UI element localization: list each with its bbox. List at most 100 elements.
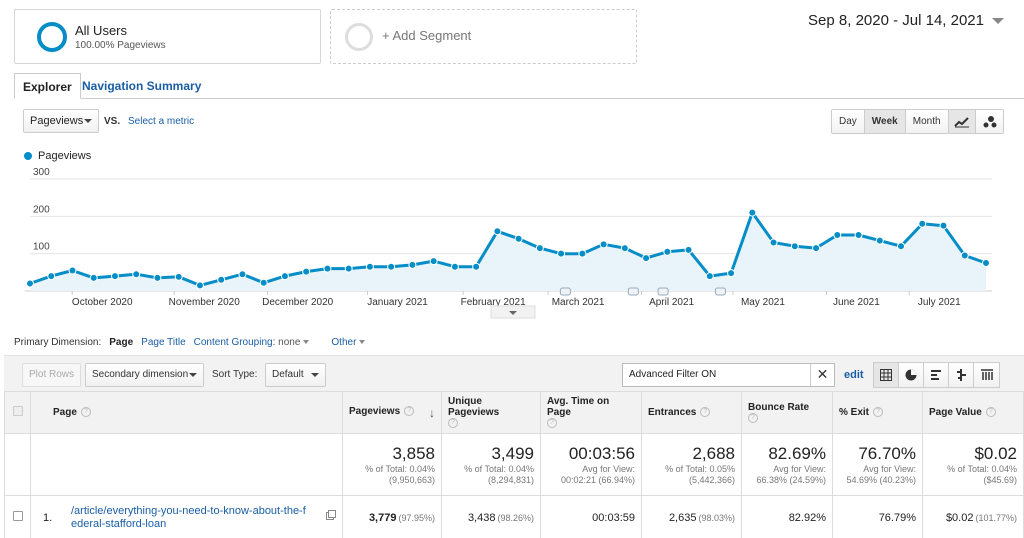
edit-filter-link[interactable]: edit (844, 369, 864, 381)
chart-point[interactable] (727, 269, 736, 278)
pivot-view-button[interactable] (974, 363, 999, 387)
table-row[interactable]: 1. /article/everything-you-need-to-know-… (4, 495, 1024, 538)
chart-point[interactable] (918, 219, 927, 228)
chart-point[interactable] (875, 236, 884, 245)
chart-point[interactable] (705, 272, 714, 281)
date-range-picker[interactable]: Sep 8, 2020 - Jul 14, 2021 (808, 12, 1004, 29)
select-metric-link[interactable]: Select a metric (128, 116, 195, 127)
chart-point[interactable] (684, 245, 693, 254)
add-segment-button[interactable]: + Add Segment (330, 9, 637, 64)
sort-type-dropdown[interactable]: Default (265, 363, 326, 387)
chart-point[interactable] (195, 281, 204, 290)
col-pageviews[interactable]: Pageviews? ↓ (342, 391, 442, 434)
chart-point[interactable] (557, 249, 566, 258)
percentage-view-button[interactable] (899, 363, 924, 387)
chart-point[interactable] (450, 262, 459, 271)
chart-point[interactable] (217, 275, 226, 284)
chart-point[interactable] (769, 238, 778, 247)
chart-collapse-handle[interactable] (490, 305, 536, 319)
tab-navigation-summary[interactable]: Navigation Summary (82, 79, 202, 93)
performance-view-button[interactable] (924, 363, 949, 387)
col-entrances[interactable]: Entrances? (641, 391, 742, 434)
row-checkbox[interactable] (12, 511, 23, 521)
chart-point[interactable] (153, 273, 162, 282)
col-bounce-rate[interactable]: Bounce Rate? (741, 391, 833, 434)
chart-point[interactable] (620, 244, 629, 253)
chart-point[interactable] (323, 264, 332, 273)
metric-dropdown[interactable]: Pageviews (23, 109, 99, 133)
help-icon[interactable]: ? (80, 407, 91, 418)
annotation-markers[interactable] (559, 287, 726, 296)
annotation-marker-icon[interactable] (559, 287, 571, 296)
help-icon[interactable]: ? (404, 405, 415, 416)
open-page-icon[interactable] (326, 510, 336, 520)
tab-explorer[interactable]: Explorer (14, 73, 81, 99)
chart-point[interactable] (642, 254, 651, 263)
chart-point[interactable] (854, 231, 863, 239)
chart-point[interactable] (47, 272, 56, 281)
chart-point[interactable] (472, 262, 481, 271)
month-button[interactable]: Month (905, 110, 948, 133)
chart-point[interactable] (599, 240, 608, 249)
chart-point[interactable] (344, 264, 353, 273)
chart-point[interactable] (748, 208, 757, 217)
chart-point[interactable] (897, 242, 906, 251)
comparison-view-button[interactable] (949, 363, 974, 387)
chart-point[interactable] (408, 260, 417, 269)
col-avg-time[interactable]: Avg. Time on Page? (540, 391, 642, 434)
day-button[interactable]: Day (832, 110, 865, 133)
chart-point[interactable] (833, 231, 842, 239)
help-icon[interactable]: ? (873, 407, 884, 418)
chart-point[interactable] (535, 244, 544, 253)
help-icon[interactable]: ? (547, 418, 557, 429)
segment-all-users[interactable]: All Users 100.00% Pageviews (14, 9, 321, 64)
dimension-page[interactable]: Page (109, 337, 134, 348)
dimension-page-title[interactable]: Page Title (141, 337, 186, 348)
chart-point[interactable] (132, 270, 141, 279)
select-all-checkbox[interactable] (12, 406, 23, 416)
col-page-value[interactable]: Page Value? (922, 391, 1024, 434)
chart-point[interactable] (302, 267, 311, 276)
chart-point[interactable] (174, 272, 183, 281)
annotation-marker-icon[interactable] (657, 287, 669, 296)
chart-point[interactable] (68, 266, 77, 275)
chart-point[interactable] (238, 270, 247, 279)
col-unique-pageviews[interactable]: Unique Pageviews? (441, 391, 541, 434)
row-page-link[interactable]: /article/everything-you-need-to-know-abo… (71, 505, 318, 531)
chart-point[interactable] (89, 273, 98, 282)
content-grouping-dropdown[interactable]: Content Grouping: none (194, 337, 310, 348)
motion-chart-button[interactable] (976, 110, 1003, 133)
week-button[interactable]: Week (864, 110, 906, 133)
chart-point[interactable] (790, 242, 799, 251)
chart-point[interactable] (939, 221, 948, 230)
secondary-dimension-dropdown[interactable]: Secondary dimension (85, 363, 204, 387)
chart-point[interactable] (663, 247, 672, 256)
other-dimension-dropdown[interactable]: Other (331, 337, 366, 348)
help-icon[interactable]: ? (985, 407, 996, 418)
col-exit[interactable]: % Exit? (832, 391, 923, 434)
chart-point[interactable] (110, 272, 119, 281)
chart-point[interactable] (514, 234, 523, 243)
help-icon[interactable]: ? (448, 418, 458, 429)
line-chart-button[interactable] (949, 110, 976, 133)
chart-point[interactable] (960, 251, 969, 260)
chart-point[interactable] (578, 249, 587, 258)
chart-point[interactable] (280, 272, 289, 281)
plot-rows-button[interactable]: Plot Rows (22, 363, 82, 387)
chart-point[interactable] (982, 259, 990, 267)
col-page[interactable]: Page? (30, 391, 343, 434)
annotation-marker-icon[interactable] (627, 287, 639, 296)
help-icon[interactable]: ? (748, 412, 758, 423)
chart-point[interactable] (812, 244, 821, 253)
advanced-filter-field[interactable]: Advanced Filter ON ✕ (622, 363, 835, 387)
chart-point[interactable] (26, 279, 34, 288)
help-icon[interactable]: ? (700, 407, 711, 418)
chart-point[interactable] (387, 262, 396, 271)
annotation-marker-icon[interactable] (714, 287, 726, 296)
chart-point[interactable] (365, 262, 374, 271)
chart-point[interactable] (493, 227, 502, 236)
clear-filter-icon[interactable]: ✕ (810, 364, 834, 386)
data-view-button[interactable] (874, 363, 899, 387)
chart-point[interactable] (429, 257, 438, 266)
chart-point[interactable] (259, 278, 268, 287)
